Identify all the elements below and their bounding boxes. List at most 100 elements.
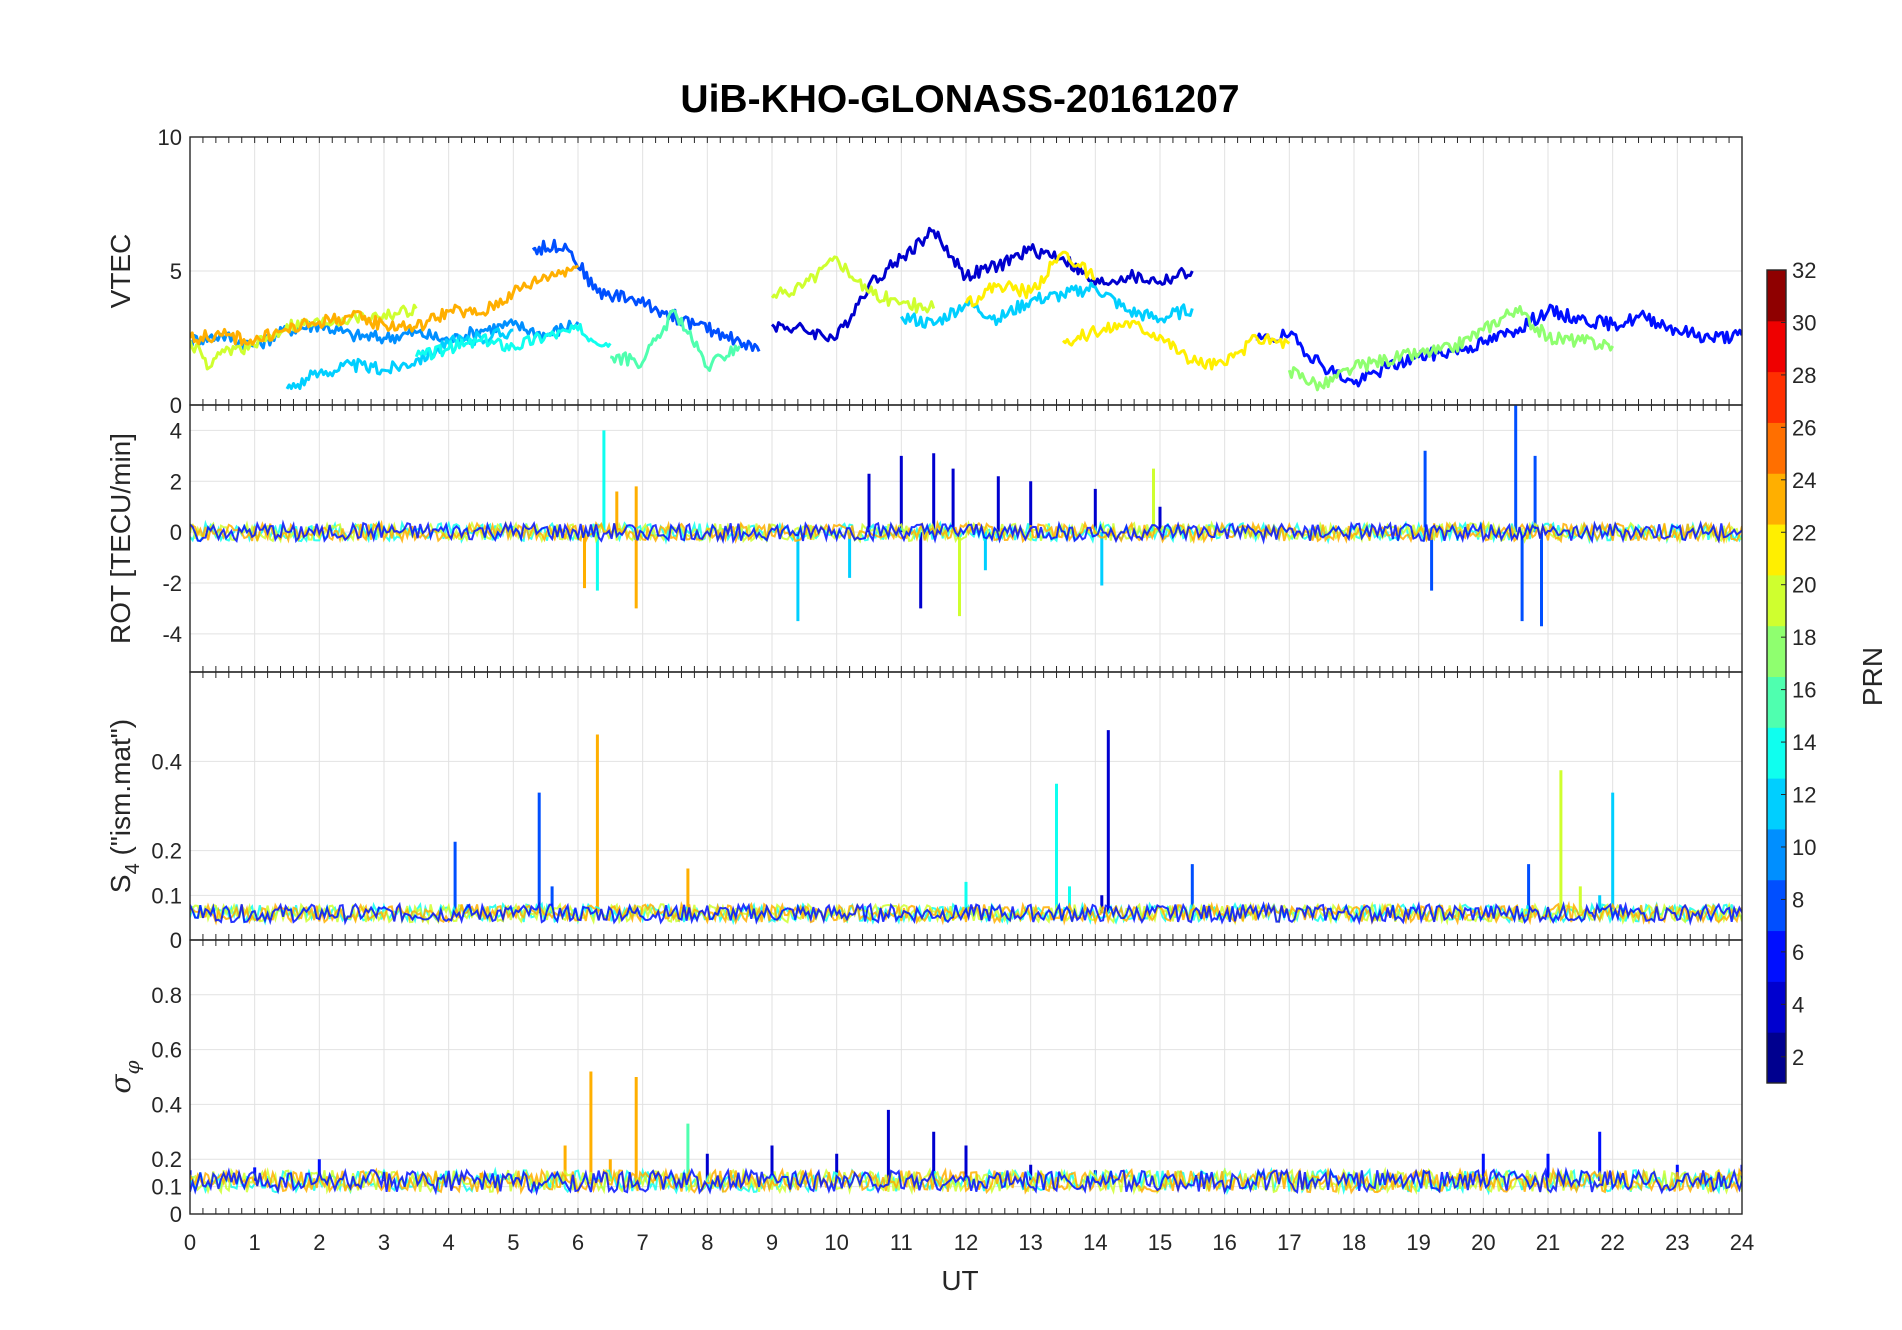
- minor-ticks-s4: [189, 672, 1743, 940]
- colorbar-tick: 2: [1792, 1045, 1804, 1070]
- colorbar-frame: [1766, 269, 1787, 1084]
- colorbar-tick: 8: [1792, 887, 1804, 912]
- y-axis-label-rot: ROT [TECU/min]: [105, 433, 136, 644]
- vtec-series-prn8: [531, 238, 761, 353]
- y-tick-rot: 2: [170, 469, 182, 494]
- x-tick: 16: [1212, 1230, 1236, 1255]
- colorbar-swatch: [1767, 981, 1786, 1033]
- x-tick: 19: [1406, 1230, 1430, 1255]
- s4-band-prn6: [190, 900, 1742, 927]
- x-tick: 2: [313, 1230, 325, 1255]
- rot-band-prn6: [190, 519, 1742, 545]
- vtec-series-prn4: [770, 226, 1194, 343]
- colorbar-tick: 26: [1792, 415, 1816, 440]
- y-tick-sigma_phi: 0.2: [151, 1147, 182, 1172]
- y-tick-vtec: 5: [170, 259, 182, 284]
- x-tick: 9: [766, 1230, 778, 1255]
- colorbar-swatch: [1767, 574, 1786, 627]
- colorbar-swatch: [1767, 676, 1786, 728]
- x-tick: 23: [1665, 1230, 1689, 1255]
- series-group-rot: [190, 405, 1742, 627]
- colorbar-swatch: [1767, 270, 1786, 322]
- x-tick: 3: [378, 1230, 390, 1255]
- x-tick: 21: [1536, 1230, 1560, 1255]
- sigma_phi-series-prn23: [479, 1071, 658, 1182]
- y-tick-rot: -4: [162, 622, 182, 647]
- colorbar-label: PRN: [1857, 647, 1888, 706]
- rot-series-prn11: [796, 532, 1104, 622]
- y-tick-s4: 0: [170, 928, 182, 953]
- y-tick-sigma_phi: 0.6: [151, 1038, 182, 1063]
- rot-series-prn7: [1423, 405, 1543, 627]
- s4-series-prn4: [1100, 730, 1110, 914]
- x-tick: 11: [890, 1230, 913, 1255]
- panel-vtec: 0 5 10 VTEC: [105, 125, 1743, 418]
- x-tick: 7: [637, 1230, 649, 1255]
- y-tick-s4: 0.1: [151, 883, 182, 908]
- x-tick: 15: [1148, 1230, 1172, 1255]
- colorbar-swatch: [1767, 320, 1786, 373]
- x-tick: 17: [1277, 1230, 1301, 1255]
- colorbar-tick: 10: [1792, 835, 1816, 860]
- y-tick-sigma_phi: 0.1: [151, 1175, 182, 1200]
- colorbar-tick: 28: [1792, 363, 1816, 388]
- x-tick: 4: [443, 1230, 455, 1255]
- vtec-series-prn19: [770, 255, 936, 314]
- colorbar-swatch: [1767, 727, 1786, 779]
- x-tick: 6: [572, 1230, 584, 1255]
- x-tick: 13: [1018, 1230, 1042, 1255]
- rot-band-prn23: [190, 519, 1742, 545]
- series-group-sigma_phi: [190, 1071, 1742, 1196]
- colorbar-tick: 32: [1792, 258, 1816, 283]
- y-axis-label-sigma_phi: σφ: [104, 1060, 144, 1093]
- x-tick: 12: [954, 1230, 978, 1255]
- panel-sigma_phi: 00.1 0.2 0.4 0.6 0.8 σφ: [104, 939, 1743, 1227]
- chart-title: UiB-KHO-GLONASS-20161207: [680, 78, 1239, 121]
- colorbar-swatch: [1767, 828, 1786, 881]
- colorbar-swatch: [1767, 1032, 1786, 1084]
- colorbar-tick: 4: [1792, 992, 1804, 1017]
- y-tick-sigma_phi: 0.8: [151, 983, 182, 1008]
- vtec-series-prn16: [609, 308, 742, 372]
- colorbar-swatch: [1767, 778, 1786, 830]
- colorbar-swatch: [1767, 473, 1786, 525]
- colorbar-swatch: [1767, 625, 1786, 677]
- colorbar-tick: 20: [1792, 573, 1816, 598]
- axes-frame-sigma_phi: [189, 939, 1743, 1215]
- rot-series-prn23: [583, 486, 638, 609]
- colorbar-tick: 12: [1792, 783, 1816, 808]
- x-tick: 24: [1730, 1230, 1754, 1255]
- vtec-series-prn23: [190, 264, 579, 346]
- colorbar-swatch: [1767, 524, 1786, 576]
- x-tick: 1: [249, 1230, 261, 1255]
- y-tick-s4: 0.2: [151, 839, 182, 864]
- colorbar-tick: 30: [1792, 310, 1816, 335]
- minor-ticks-sigma_phi: [189, 940, 1743, 1214]
- colorbar-tick: 6: [1792, 940, 1804, 965]
- colorbar-tick: 22: [1792, 520, 1816, 545]
- x-tick: 10: [824, 1230, 848, 1255]
- panel-rot: -4 -2 0 2 4 ROT [TECU/min]: [105, 404, 1743, 673]
- minor-ticks-rot: [189, 405, 1743, 672]
- rot-series-prn13: [595, 430, 606, 591]
- series-group-vtec: [190, 226, 1742, 392]
- rot-series-prn20: [958, 468, 1155, 617]
- panel-s4: 0 0.1 0.2 0.4 S4 ("ism.mat"): [105, 671, 1743, 953]
- x-tick: 8: [701, 1230, 713, 1255]
- colorbar-tick: 18: [1792, 625, 1816, 650]
- colorbar-swatch: [1767, 930, 1786, 982]
- sigma_phi-series-prn4: [705, 1109, 1097, 1182]
- y-tick-rot: 4: [170, 418, 182, 443]
- vtec-series-prn14: [414, 322, 612, 361]
- colorbar-swatch: [1767, 879, 1786, 932]
- y-tick-vtec: 0: [170, 393, 182, 418]
- colorbar-tick: 16: [1792, 678, 1816, 703]
- x-tick: 14: [1083, 1230, 1107, 1255]
- s4-series-prn20: [1559, 770, 1582, 914]
- x-tick: 20: [1471, 1230, 1495, 1255]
- colorbar-swatch: [1767, 371, 1786, 423]
- colorbar-swatch: [1767, 422, 1786, 474]
- rot-series-prn3: [867, 453, 1162, 609]
